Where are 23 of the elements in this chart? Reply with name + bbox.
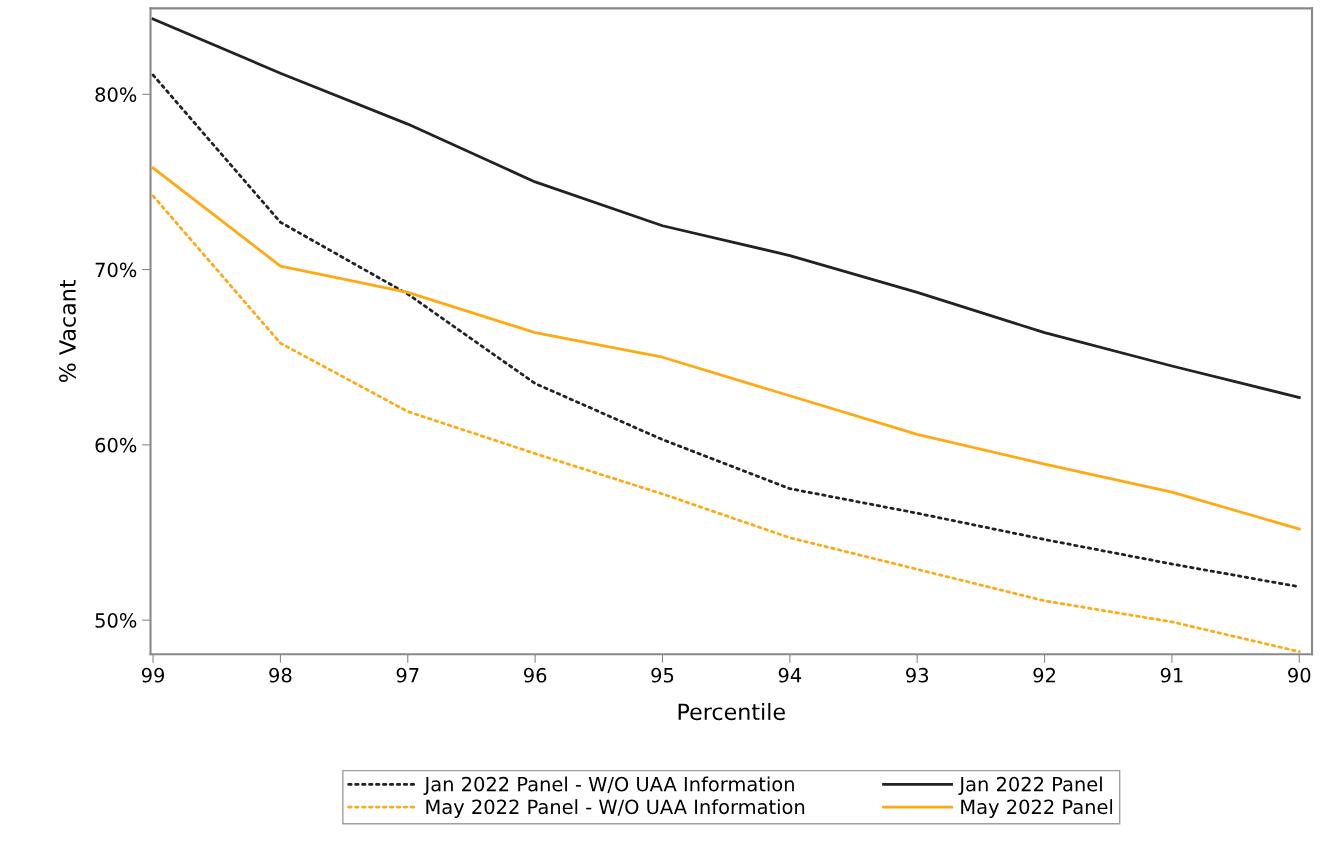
x-tick-label: 99 — [141, 667, 165, 683]
y-tick-label: 80% — [95, 87, 137, 102]
x-tick-label: 93 — [906, 667, 929, 683]
x-tick-label: 95 — [651, 667, 674, 683]
legend-label: May 2022 Panel — [961, 799, 1113, 818]
x-axis-title: Percentile — [678, 702, 785, 721]
x-tick-label: 92 — [1033, 667, 1055, 683]
x-tick-label: 96 — [523, 667, 547, 683]
x-tick-label: 94 — [778, 667, 802, 683]
x-tick-label: 98 — [269, 667, 292, 683]
legend-label: May 2022 Panel - W/O UAA Information — [426, 799, 805, 818]
y-tick-label: 50% — [95, 613, 137, 628]
line-series — [151, 17, 1301, 399]
line-series — [151, 194, 1301, 654]
y-tick-label: 60% — [95, 437, 137, 453]
legend-label: Jan 2022 Panel - W/O UAA Information — [423, 776, 794, 796]
y-axis-title: % Vacant — [59, 279, 76, 383]
y-tick-label: 70% — [95, 262, 137, 278]
x-tick-label: 90 — [1288, 667, 1311, 683]
line-series — [151, 166, 1301, 531]
x-tick-label: 91 — [1160, 667, 1183, 683]
x-tick-label: 97 — [396, 667, 419, 683]
legend-label: Jan 2022 Panel — [958, 776, 1102, 796]
